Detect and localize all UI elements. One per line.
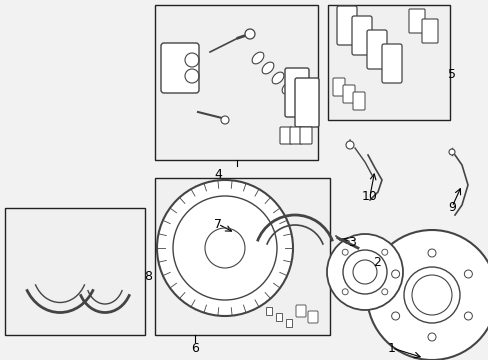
Text: 1: 1 <box>387 342 395 355</box>
Text: 8: 8 <box>143 270 152 283</box>
Circle shape <box>326 234 402 310</box>
Circle shape <box>366 230 488 360</box>
FancyBboxPatch shape <box>280 127 291 144</box>
Circle shape <box>157 180 292 316</box>
Bar <box>155 178 329 335</box>
Ellipse shape <box>271 72 284 84</box>
Bar <box>265 307 271 315</box>
Circle shape <box>346 141 353 149</box>
Circle shape <box>403 267 459 323</box>
FancyBboxPatch shape <box>381 44 401 83</box>
Circle shape <box>391 270 399 278</box>
FancyBboxPatch shape <box>342 85 354 103</box>
Circle shape <box>342 289 347 295</box>
Circle shape <box>427 333 435 341</box>
Circle shape <box>464 312 471 320</box>
Circle shape <box>391 312 399 320</box>
Circle shape <box>342 250 386 294</box>
Bar <box>285 319 291 327</box>
Bar <box>327 5 449 120</box>
Circle shape <box>381 249 387 255</box>
Text: 9: 9 <box>447 201 455 213</box>
Text: 7: 7 <box>214 217 222 230</box>
Text: 5: 5 <box>447 68 455 81</box>
FancyBboxPatch shape <box>408 9 424 33</box>
Circle shape <box>221 116 228 124</box>
FancyBboxPatch shape <box>336 6 356 45</box>
Text: 4: 4 <box>214 168 222 181</box>
FancyBboxPatch shape <box>285 68 308 117</box>
FancyBboxPatch shape <box>332 78 345 96</box>
FancyBboxPatch shape <box>352 92 364 110</box>
Circle shape <box>352 260 376 284</box>
Bar <box>155 5 317 160</box>
FancyBboxPatch shape <box>421 19 437 43</box>
FancyBboxPatch shape <box>289 127 302 144</box>
FancyBboxPatch shape <box>366 30 386 69</box>
FancyBboxPatch shape <box>294 78 318 127</box>
Bar <box>275 313 282 321</box>
Circle shape <box>244 29 254 39</box>
Text: 3: 3 <box>347 235 355 248</box>
Ellipse shape <box>262 62 273 74</box>
Ellipse shape <box>252 52 264 64</box>
Text: 10: 10 <box>361 189 377 202</box>
Circle shape <box>427 249 435 257</box>
Ellipse shape <box>282 82 293 94</box>
FancyBboxPatch shape <box>351 16 371 55</box>
Text: 2: 2 <box>372 256 380 269</box>
Text: 6: 6 <box>191 342 199 355</box>
FancyBboxPatch shape <box>299 127 311 144</box>
Circle shape <box>381 289 387 295</box>
Circle shape <box>342 249 347 255</box>
FancyBboxPatch shape <box>161 43 199 93</box>
FancyBboxPatch shape <box>307 311 317 323</box>
Circle shape <box>464 270 471 278</box>
FancyBboxPatch shape <box>295 305 305 317</box>
Bar <box>5 208 145 335</box>
Circle shape <box>448 149 454 155</box>
